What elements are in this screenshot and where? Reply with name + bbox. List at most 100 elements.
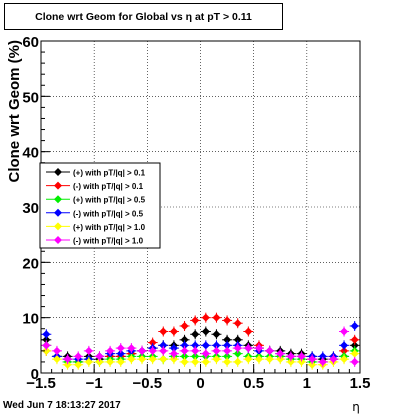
x-tick-label: −0.5 [133, 375, 163, 392]
data-point [159, 341, 168, 350]
data-point [148, 346, 157, 355]
data-point [276, 349, 285, 358]
data-point [233, 349, 242, 358]
data-point [116, 357, 125, 366]
y-tick-label: 50 [22, 89, 39, 106]
timestamp: Wed Jun 7 18:13:27 2017 [3, 400, 121, 411]
legend-marker [54, 195, 62, 204]
axis-layer: −1.5 −1 −0.5 0 0.5 1 1.5 0 10 20 30 40 50 60 [22, 34, 370, 392]
data-point [127, 355, 136, 364]
data-point [84, 346, 93, 355]
data-point [74, 360, 83, 369]
data-point [191, 316, 200, 325]
x-tick-label: 1.5 [350, 375, 371, 392]
data-point [308, 355, 317, 364]
data-point [201, 349, 210, 358]
legend-marker [54, 236, 62, 244]
data-point [254, 344, 263, 353]
data-point [350, 335, 359, 344]
data-point [276, 355, 285, 364]
data-point [116, 344, 125, 353]
data-point [297, 357, 306, 366]
data-point [127, 344, 136, 353]
data-point [180, 341, 189, 350]
data-point [191, 352, 200, 361]
data-point [106, 346, 115, 355]
data-point [233, 344, 242, 353]
data-point [180, 352, 189, 361]
y-axis-label: Clone wrt Geom (%) [6, 40, 23, 183]
legend-box [39, 162, 161, 249]
data-point [244, 344, 253, 353]
data-point [191, 346, 200, 355]
data-point [63, 355, 72, 364]
data-point [254, 355, 263, 364]
data-point [180, 357, 189, 366]
data-layer [41, 312, 360, 370]
data-point [350, 321, 359, 330]
data-point [308, 360, 317, 369]
legend-label: (+) with pT/|q| > 1.0 [73, 223, 146, 232]
data-point [350, 349, 359, 358]
data-point [223, 352, 232, 361]
legend-marker [54, 222, 62, 231]
data-point [286, 357, 295, 366]
data-point [233, 357, 242, 366]
data-point [265, 346, 274, 355]
data-point [340, 346, 349, 355]
legend-label: (+) with pT/|q| > 0.5 [73, 196, 146, 205]
data-point [223, 335, 232, 344]
data-point [52, 346, 61, 355]
data-point [42, 346, 51, 355]
data-point [42, 330, 51, 339]
data-point [318, 352, 327, 361]
data-point [169, 349, 178, 358]
legend-label: (-) with pT/|q| > 1.0 [73, 237, 144, 246]
data-point [148, 338, 157, 347]
data-point [223, 346, 232, 355]
data-point [244, 355, 253, 364]
data-point [265, 355, 274, 364]
data-point [138, 346, 147, 355]
legend-marker [54, 181, 62, 190]
data-point [201, 327, 210, 336]
data-point [42, 335, 51, 344]
data-point [233, 335, 242, 344]
data-point [212, 330, 221, 339]
data-point [52, 355, 61, 364]
data-point [350, 357, 359, 366]
legend-label: (-) with pT/|q| > 0.5 [73, 209, 144, 218]
data-point [180, 321, 189, 330]
data-point [159, 327, 168, 336]
data-point [159, 346, 168, 355]
data-point [223, 341, 232, 350]
data-point [223, 357, 232, 366]
data-point [106, 357, 115, 366]
data-point [180, 335, 189, 344]
data-point [201, 357, 210, 366]
data-point [223, 316, 232, 325]
data-point [233, 319, 242, 328]
data-point [148, 355, 157, 364]
data-point [340, 355, 349, 364]
chart-title: Clone wrt Geom for Global vs η at pT > 0… [4, 3, 283, 30]
data-point [116, 349, 125, 358]
data-point [212, 355, 221, 364]
data-point [201, 313, 210, 322]
data-point [286, 352, 295, 361]
data-point [63, 360, 72, 369]
data-point [318, 357, 327, 366]
x-tick-label: −1 [86, 375, 103, 392]
data-point [95, 357, 104, 366]
data-point [212, 313, 221, 322]
data-point [159, 355, 168, 364]
data-point [169, 355, 178, 364]
data-point [95, 352, 104, 361]
series-(-) with pT/|q| > 1.0 [41, 326, 360, 367]
data-point [329, 355, 338, 364]
y-tick-label: 60 [22, 34, 39, 51]
data-point [42, 341, 51, 350]
data-point [297, 352, 306, 361]
data-point [340, 327, 349, 336]
